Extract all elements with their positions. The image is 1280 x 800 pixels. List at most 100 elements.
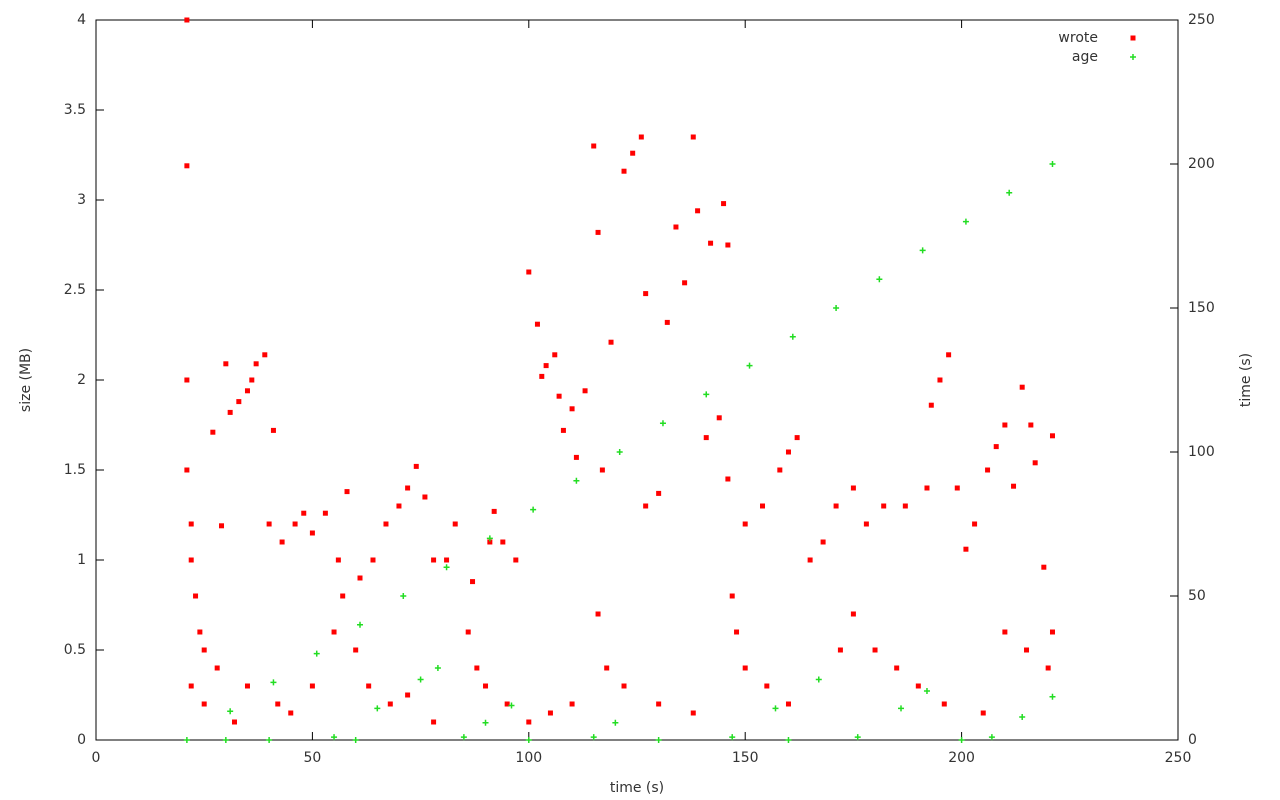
x-tick-label: 150 [732,750,759,766]
point [954,485,960,491]
point [560,427,566,433]
point [301,510,307,516]
point [958,737,965,743]
point [599,467,605,473]
point [815,676,822,683]
point [850,485,856,491]
point [244,388,250,394]
point [772,705,779,712]
point [941,701,947,707]
point [1032,460,1038,466]
point [1019,384,1025,390]
point [231,719,237,725]
point [244,683,250,689]
point [915,683,921,689]
point [785,737,792,743]
point [591,143,597,149]
point [656,701,662,707]
point [530,506,537,513]
point [695,208,701,214]
legend-marker [1130,35,1136,41]
point [1002,422,1008,428]
x-axis-label: time (s) [610,780,664,796]
point [898,705,905,712]
point [734,629,740,635]
point [223,361,229,367]
point [353,647,359,653]
y-axis-label: size (MB) [18,348,34,412]
point [1049,629,1055,635]
point [1049,161,1056,167]
point [309,683,315,689]
point [288,710,294,716]
point [690,134,696,140]
point [638,134,644,140]
point [486,535,493,542]
point [460,734,467,741]
point [725,242,731,248]
point [643,503,649,509]
y-tick-label: 0.5 [64,642,86,658]
point [833,503,839,509]
point [556,393,562,399]
point [608,339,614,345]
y-tick-label: 1 [77,552,86,568]
point [526,719,532,725]
point [595,229,601,235]
point [664,319,670,325]
point [604,665,610,671]
point [331,734,338,741]
point [807,557,813,563]
point [214,665,220,671]
point [543,363,549,369]
point [222,737,229,743]
point [573,454,579,460]
point [582,388,588,394]
point [547,710,553,716]
point [673,224,679,230]
point [340,593,346,599]
point [573,477,580,484]
point [279,539,285,545]
point [785,701,791,707]
point [655,737,662,743]
y-tick-label: 0 [77,732,86,748]
point [1011,483,1017,489]
point [227,409,233,415]
point [725,476,731,482]
point [552,352,558,358]
point [924,485,930,491]
point [236,399,242,405]
point [1045,665,1051,671]
point [850,611,856,617]
point [483,683,489,689]
point [309,530,315,536]
y-tick-label: 2.5 [64,282,86,298]
point [837,647,843,653]
point [590,734,597,741]
point [919,247,926,254]
point [357,575,363,581]
y2-tick-label: 150 [1188,300,1215,316]
point [322,510,328,516]
plot-frame [95,19,1179,741]
point [197,629,203,635]
point [465,629,471,635]
point [184,377,190,383]
point [760,503,766,509]
point [595,611,601,617]
point [275,701,281,707]
point [569,406,575,412]
point [659,420,666,427]
point [742,665,748,671]
point [833,305,840,311]
y2-tick-label: 100 [1188,444,1215,460]
point [201,701,207,707]
point [292,521,298,527]
y2-tick-label: 0 [1188,732,1197,748]
point [937,377,943,383]
point [184,467,190,473]
point [703,391,710,398]
point [902,503,908,509]
